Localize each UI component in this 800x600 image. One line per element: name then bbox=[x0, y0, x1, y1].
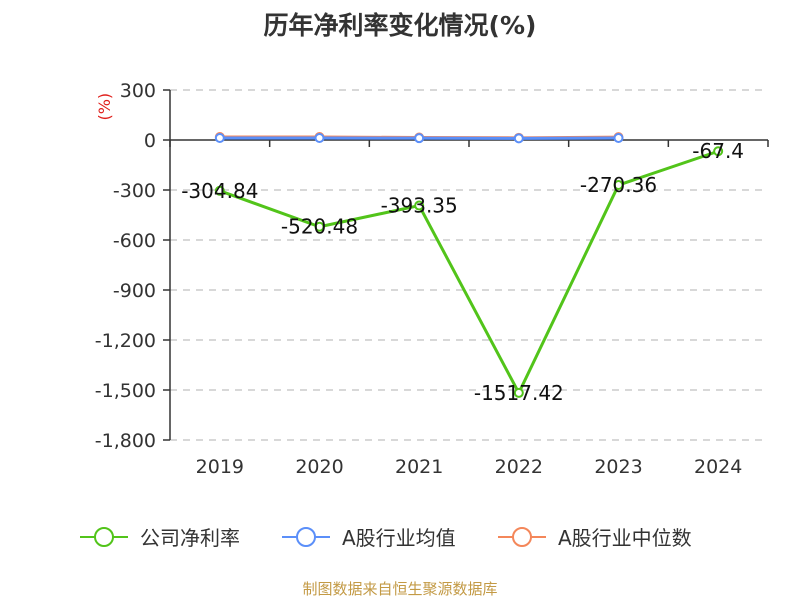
data-label: -67.4 bbox=[692, 139, 744, 163]
legend: 公司净利率 A股行业均值 A股行业中位数 bbox=[80, 526, 692, 550]
source-footer: 制图数据来自恒生聚源数据库 bbox=[302, 580, 498, 598]
y-tick-label: -1,200 bbox=[95, 330, 156, 352]
legend-marker bbox=[512, 527, 532, 547]
data-point bbox=[513, 387, 524, 398]
data-point bbox=[314, 221, 325, 232]
y-tick-label: -900 bbox=[113, 280, 156, 302]
data-label: -304.84 bbox=[181, 179, 258, 203]
axes: 300 0 -300 -600 -900 -1,200 -1,500 -1,800 2019 20… bbox=[95, 80, 769, 478]
y-tick-label: 0 bbox=[144, 130, 156, 152]
y-tick-label: -1,500 bbox=[95, 380, 156, 402]
data-point bbox=[214, 185, 225, 196]
data-labels: -304.84 -520.48 -393.35 -1517.42 -270.36 -67.… bbox=[181, 139, 744, 405]
chart-title: 历年净利率变化情况(%) bbox=[263, 11, 537, 40]
data-point bbox=[713, 146, 724, 157]
data-point bbox=[214, 133, 225, 143]
x-tick-label: 2023 bbox=[594, 456, 642, 478]
data-point bbox=[613, 180, 624, 191]
data-label: -270.36 bbox=[580, 173, 657, 197]
x-tick-label: 2022 bbox=[495, 456, 543, 478]
x-tick-label: 2024 bbox=[694, 456, 742, 478]
legend-marker bbox=[296, 527, 316, 547]
data-point bbox=[513, 133, 524, 144]
data-label: -520.48 bbox=[281, 215, 358, 239]
data-label: -1517.42 bbox=[474, 381, 564, 405]
data-point bbox=[414, 200, 425, 211]
legend-label: A股行业中位数 bbox=[558, 526, 692, 550]
legend-marker bbox=[94, 527, 114, 547]
data-point bbox=[314, 133, 325, 143]
y-tick-label: -1,800 bbox=[95, 430, 156, 452]
y-tick-label: -600 bbox=[113, 230, 156, 252]
series-lines bbox=[214, 132, 724, 398]
series-line bbox=[219, 149, 719, 395]
y-tick-label: 300 bbox=[120, 80, 156, 102]
x-tick-label: 2021 bbox=[395, 456, 443, 478]
x-tick-label: 2019 bbox=[196, 456, 244, 478]
grid-lines bbox=[170, 89, 768, 441]
data-label: -393.35 bbox=[381, 194, 458, 218]
data-point bbox=[613, 133, 624, 143]
y-axis-label: (%) bbox=[95, 93, 114, 121]
x-tick-label: 2020 bbox=[295, 456, 343, 478]
legend-label: 公司净利率 bbox=[140, 526, 240, 550]
legend-label: A股行业均值 bbox=[342, 526, 456, 550]
y-tick-label: -300 bbox=[113, 180, 156, 202]
data-point bbox=[414, 133, 425, 144]
